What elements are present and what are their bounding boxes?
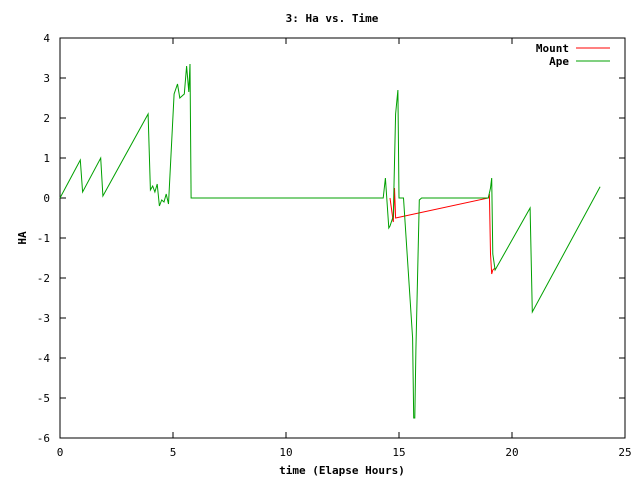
y-axis-label: HA — [16, 231, 29, 245]
x-tick-label: 0 — [57, 446, 64, 459]
x-tick-label: 5 — [170, 446, 177, 459]
y-tick-label: -5 — [37, 392, 50, 405]
y-tick-label: 4 — [43, 32, 50, 45]
x-tick-label: 25 — [618, 446, 631, 459]
x-tick-label: 20 — [505, 446, 518, 459]
x-tick-label: 10 — [279, 446, 292, 459]
chart-title: 3: Ha vs. Time — [286, 12, 379, 25]
y-tick-label: 3 — [43, 72, 50, 85]
y-tick-label: -2 — [37, 272, 50, 285]
y-tick-label: 1 — [43, 152, 50, 165]
legend-label: Ape — [549, 55, 569, 68]
y-tick-label: -4 — [37, 352, 51, 365]
legend-label: Mount — [536, 42, 569, 55]
y-tick-label: -3 — [37, 312, 50, 325]
y-tick-label: -1 — [37, 232, 50, 245]
y-tick-label: -6 — [37, 432, 50, 445]
x-axis-label: time (Elapse Hours) — [279, 464, 405, 477]
y-tick-label: 2 — [43, 112, 50, 125]
y-tick-label: 0 — [43, 192, 50, 205]
x-tick-label: 15 — [392, 446, 405, 459]
series-line-ape — [59, 63, 601, 419]
